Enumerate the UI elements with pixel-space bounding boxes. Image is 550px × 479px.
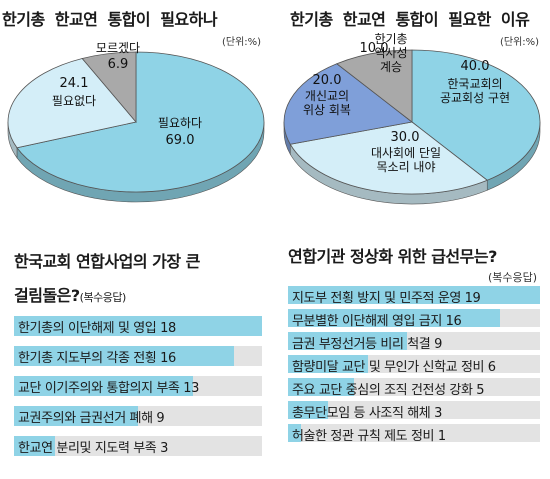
pie-slice-3 bbox=[335, 49, 413, 123]
bar-row: 한교연 분리및 지도력 부족 3 bbox=[14, 436, 262, 456]
bar-label: 지도부 전횡 방지 및 민주적 운영 19 bbox=[292, 291, 481, 306]
pie-slice-label-0: 필요하다 bbox=[158, 116, 202, 130]
bar bbox=[288, 424, 302, 442]
bar bbox=[14, 316, 262, 336]
pie-slice-value-2: 6.9 bbox=[108, 57, 129, 72]
bar-label: 한교연 분리및 지도력 부족 3 bbox=[18, 441, 168, 456]
bar-label: 한기총 지도부의 각종 전횡 16 bbox=[18, 351, 176, 366]
bar2-note: (복수응답) bbox=[488, 271, 538, 284]
pie-slice-value-3: 10.0 bbox=[360, 41, 389, 56]
bar-label: 금권 부정선거등 비리 척결 9 bbox=[292, 337, 442, 352]
pie-slice-value-1: 24.1 bbox=[60, 76, 89, 91]
pie-slice-label-3: 한기총 역사성 계승 bbox=[374, 32, 407, 74]
bar-label: 교권주의와 금권선거 폐해 9 bbox=[18, 411, 165, 426]
bar1-title-line1: 한국교회 연합사업의 가장 큰 bbox=[14, 252, 200, 271]
pie2-unit: (단위:%) bbox=[500, 37, 540, 48]
bar bbox=[288, 332, 408, 350]
pie1-title: 한기총 한교연 통합이 필요하나 bbox=[2, 10, 218, 29]
bar bbox=[14, 436, 56, 456]
bar-row: 한기총 지도부의 각종 전횡 16 bbox=[14, 346, 262, 366]
bar-row: 교권주의와 금권선거 폐해 9 bbox=[14, 406, 262, 426]
bar-label: 교단 이기주의와 통합의지 부족 13 bbox=[18, 381, 199, 396]
bar1-title-line2-text: 걸림돌은? bbox=[14, 286, 80, 305]
bar bbox=[288, 401, 328, 419]
pie-slice-value-0: 69.0 bbox=[166, 133, 195, 148]
bar-row: 허술한 정관 규칙 제도 정비 1 bbox=[288, 424, 540, 444]
pie-slice-label-1: 필요없다 bbox=[52, 94, 96, 108]
bar-label: 허술한 정관 규칙 제도 정비 1 bbox=[292, 429, 446, 444]
bar1-note: (복수응답) bbox=[79, 291, 127, 304]
pie-slice-value-2: 20.0 bbox=[313, 73, 342, 88]
bar-row: 교단 이기주의와 통합의지 부족 13 bbox=[14, 376, 262, 396]
bar-row: 함량미달 교단 및 무인가 신학교 정비 6 bbox=[288, 355, 540, 375]
pie-slice-1 bbox=[7, 58, 137, 149]
pie-slice-value-1: 30.0 bbox=[391, 130, 420, 145]
bar bbox=[14, 376, 194, 396]
bar bbox=[288, 355, 368, 373]
pie-slice-label-2: 개신교의 위상 회복 bbox=[303, 89, 351, 117]
bar bbox=[288, 286, 540, 304]
bar bbox=[14, 346, 235, 366]
bar-label: 총무단모임 등 사조직 해체 3 bbox=[292, 406, 442, 421]
bar bbox=[288, 378, 355, 396]
bar-label: 주요 교단 중심의 조직 건전성 강화 5 bbox=[292, 383, 485, 398]
pie-slice-label-1: 대사회에 단일 목소리 내야 bbox=[371, 146, 441, 174]
pie1-chart: 필요하다 69.0 필요없다 24.1 모르겠다 6.9 bbox=[7, 41, 265, 203]
pie-slice-2 bbox=[283, 63, 413, 145]
pie-slice-2 bbox=[81, 51, 137, 124]
bar1-chart: 한기총의 이단해제 및 영입 18 한기총 지도부의 각종 전횡 16 교단 이기주… bbox=[14, 316, 264, 466]
pie2-title: 한기총 한교연 통합이 필요한 이유 bbox=[290, 10, 530, 29]
bar-background bbox=[288, 424, 540, 442]
pie-slice-value-0: 40.0 bbox=[461, 59, 490, 74]
pie-slice-0 bbox=[16, 51, 265, 193]
bar-row: 지도부 전횡 방지 및 민주적 운영 19 bbox=[288, 286, 540, 306]
bar-label: 함량미달 교단 및 무인가 신학교 정비 6 bbox=[292, 360, 496, 375]
pie-slice-0 bbox=[411, 49, 541, 181]
pie-slice-1 bbox=[289, 121, 489, 195]
bar-row: 금권 부정선거등 비리 척결 9 bbox=[288, 332, 540, 352]
bar-row: 한기총의 이단해제 및 영입 18 bbox=[14, 316, 262, 336]
bar1-title-line2: 걸림돌은?(복수응답) bbox=[14, 282, 126, 306]
pie1-unit: (단위:%) bbox=[222, 37, 262, 48]
pie-slice-label-0: 한국교회의 공교회성 구현 bbox=[440, 77, 510, 105]
bar-row: 무분별한 이단해제 영입 금지 16 bbox=[288, 309, 540, 329]
bar bbox=[288, 309, 501, 327]
bar-background bbox=[288, 401, 540, 419]
bar-label: 한기총의 이단해제 및 영입 18 bbox=[18, 321, 176, 336]
bar2-title: 연합기관 정상화 위한 급선무는? bbox=[288, 247, 497, 266]
bar-label: 무분별한 이단해제 영입 금지 16 bbox=[292, 314, 462, 329]
bar-row: 총무단모임 등 사조직 해체 3 bbox=[288, 401, 540, 421]
bar-row: 주요 교단 중심의 조직 건전성 강화 5 bbox=[288, 378, 540, 398]
bar2-chart: 지도부 전횡 방지 및 민주적 운영 19 무분별한 이단해제 영입 금지 16 금… bbox=[288, 286, 543, 466]
bar-background bbox=[14, 436, 262, 456]
pie-slice-label-2: 모르겠다 bbox=[96, 41, 140, 55]
bar bbox=[14, 406, 138, 426]
